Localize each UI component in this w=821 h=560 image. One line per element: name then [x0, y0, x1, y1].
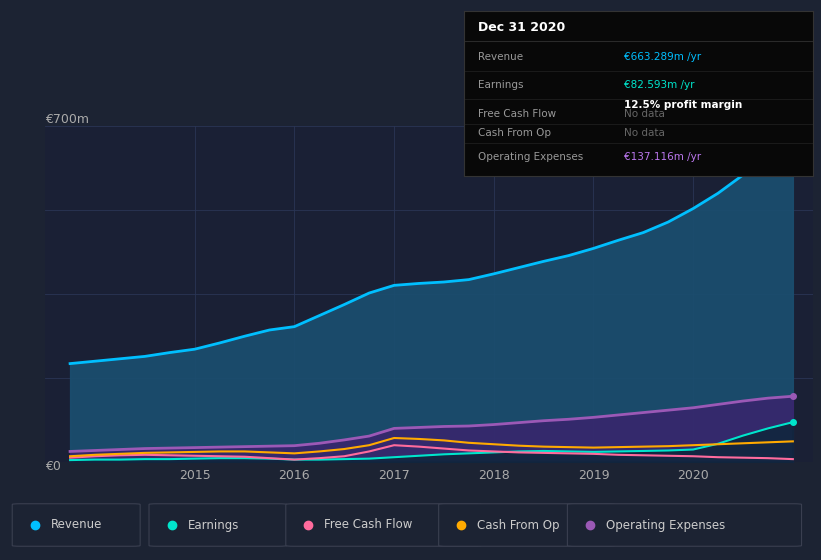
- FancyBboxPatch shape: [438, 504, 615, 546]
- Text: No data: No data: [624, 128, 665, 138]
- Text: €0: €0: [45, 460, 61, 473]
- Text: Cash From Op: Cash From Op: [478, 128, 551, 138]
- FancyBboxPatch shape: [286, 504, 481, 546]
- Text: Earnings: Earnings: [188, 519, 239, 531]
- Text: Earnings: Earnings: [478, 80, 523, 90]
- Text: 12.5% profit margin: 12.5% profit margin: [624, 100, 743, 110]
- Text: No data: No data: [624, 109, 665, 119]
- FancyBboxPatch shape: [12, 504, 140, 546]
- Text: Dec 31 2020: Dec 31 2020: [478, 21, 565, 34]
- FancyBboxPatch shape: [567, 504, 801, 546]
- Text: €663.289m /yr: €663.289m /yr: [624, 53, 701, 63]
- Text: Free Cash Flow: Free Cash Flow: [324, 519, 413, 531]
- Text: Free Cash Flow: Free Cash Flow: [478, 109, 556, 119]
- Text: Revenue: Revenue: [478, 53, 523, 63]
- Text: Cash From Op: Cash From Op: [477, 519, 560, 531]
- Text: €700m: €700m: [45, 113, 89, 126]
- Text: €137.116m /yr: €137.116m /yr: [624, 152, 701, 162]
- FancyBboxPatch shape: [149, 504, 287, 546]
- Text: €82.593m /yr: €82.593m /yr: [624, 80, 695, 90]
- Text: Revenue: Revenue: [51, 519, 103, 531]
- Text: Operating Expenses: Operating Expenses: [606, 519, 725, 531]
- Text: Operating Expenses: Operating Expenses: [478, 152, 583, 162]
